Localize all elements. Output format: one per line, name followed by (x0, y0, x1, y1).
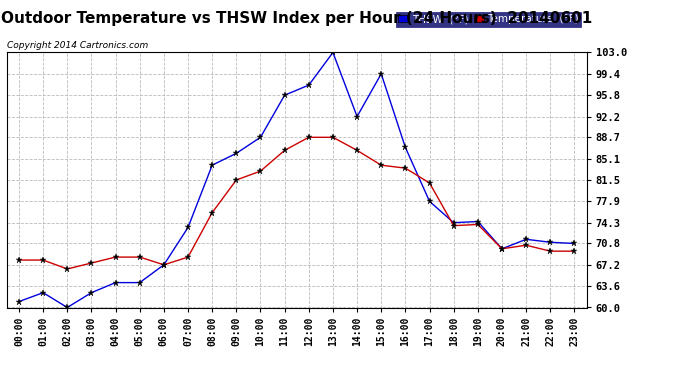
Legend: THSW  (°F), Temperature  (°F): THSW (°F), Temperature (°F) (395, 12, 581, 27)
Text: Outdoor Temperature vs THSW Index per Hour (24 Hours)  20140601: Outdoor Temperature vs THSW Index per Ho… (1, 11, 592, 26)
Text: Copyright 2014 Cartronics.com: Copyright 2014 Cartronics.com (7, 41, 148, 50)
